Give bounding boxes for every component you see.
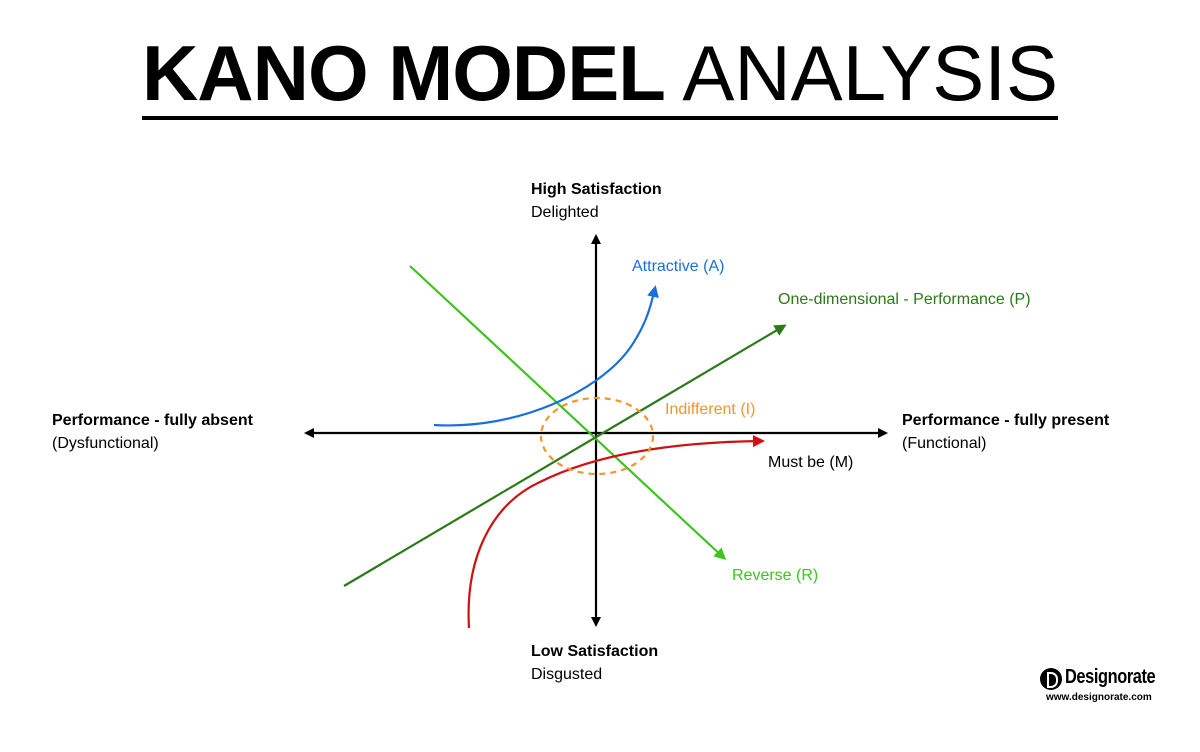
top-axis-title: High Satisfaction [531,181,662,198]
title-underlined: KANO MODEL ANALYSIS [141,29,1059,120]
title-bold-part: KANO MODEL [141,29,666,117]
reverse-curve [409,265,727,561]
one-dimensional-curve [343,324,787,587]
bottom-axis-label: Low Satisfaction Disgusted [531,643,658,683]
axes [304,234,888,627]
right-axis-subtitle: (Functional) [902,435,986,452]
left-axis-label: Performance - fully absent (Dysfunctiona… [52,412,254,452]
title-light-part: ANALYSIS [682,29,1059,117]
indifferent-label: Indifferent (I) [665,401,755,418]
designorate-logo: Designorate www.designorate.com [1040,666,1170,706]
top-axis-label: High Satisfaction Delighted [531,181,662,221]
bottom-axis-subtitle: Disgusted [531,666,602,683]
must-be-label: Must be (M) [768,454,853,471]
logo-name: Designorate [1065,666,1156,688]
left-axis-subtitle: (Dysfunctional) [52,435,159,452]
designorate-logo-icon [1040,668,1062,690]
one-dimensional-label: One-dimensional - Performance (P) [778,291,1031,308]
bottom-axis-title: Low Satisfaction [531,643,658,660]
indifferent-ellipse [539,396,655,476]
right-axis-label: Performance - fully present (Functional) [902,412,1110,452]
reverse-label: Reverse (R) [732,567,818,584]
left-axis-title: Performance - fully absent [52,412,254,429]
right-axis-title: Performance - fully present [902,412,1110,429]
attractive-label: Attractive (A) [632,258,724,275]
logo-url: www.designorate.com [1046,692,1152,703]
top-axis-subtitle: Delighted [531,204,599,221]
page-title: KANO MODEL ANALYSIS [0,30,1200,120]
attractive-curve [433,285,659,427]
must-be-curve [467,435,765,629]
